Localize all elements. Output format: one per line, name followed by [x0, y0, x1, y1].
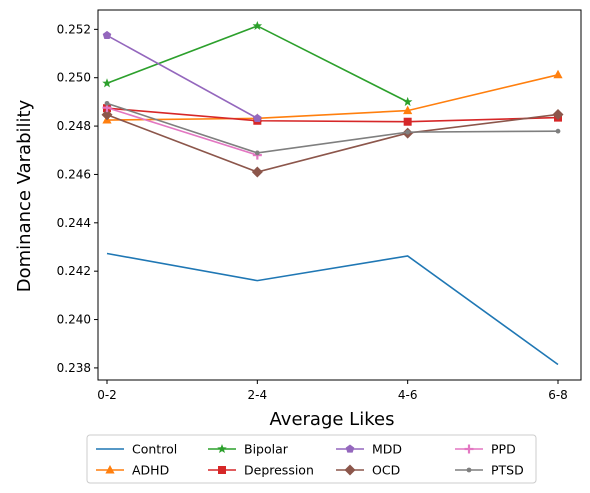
y-tick-label: 0.248 [57, 119, 91, 133]
x-tick-label: 4-6 [398, 388, 418, 402]
series-line-ptsd [106, 102, 559, 154]
series-control [106, 252, 559, 366]
data-point-ptsd [555, 128, 561, 134]
y-tick-label: 0.244 [57, 216, 91, 230]
legend: Control ADHD Bipolar Depression MDD OCD PPD PTS… [86, 434, 537, 484]
legend-label: MDD [372, 442, 402, 457]
x-tick-label: 6-8 [548, 388, 568, 402]
legend-label: ADHD [132, 463, 169, 478]
series-bipolar [102, 20, 413, 106]
legend-items: Control ADHD Bipolar Depression MDD OCD PPD PTS… [96, 442, 524, 478]
series-ptsd [104, 100, 561, 156]
legend-label: Control [132, 442, 177, 457]
legend-marker [217, 444, 227, 454]
y-tick-label: 0.250 [57, 71, 91, 85]
data-point-mdd [253, 113, 262, 122]
legend-item-ocd: OCD [336, 463, 400, 478]
y-tick-label: 0.242 [57, 264, 91, 278]
y-tick-label: 0.246 [57, 167, 91, 181]
legend-label: Depression [244, 463, 314, 478]
series-line-ocd [106, 113, 559, 173]
legend-marker [345, 444, 355, 453]
series-ocd [101, 108, 564, 178]
legend-marker [344, 464, 356, 476]
y-axis: 0.238 0.240 0.242 0.244 0.246 0.248 0.250 0.252 [57, 22, 98, 375]
data-point-adhd [553, 69, 563, 79]
y-tick-label: 0.240 [57, 313, 91, 327]
series-line-ppd [106, 106, 258, 156]
series-ppd [102, 103, 262, 160]
series-line-depression [106, 107, 559, 123]
data-point-ocd [251, 166, 263, 178]
data-point-ptsd [104, 100, 110, 106]
data-point-bipolar [402, 96, 413, 106]
plot-series [101, 20, 564, 366]
y-tick-label: 0.252 [57, 22, 91, 36]
legend-item-mdd: MDD [336, 442, 402, 457]
legend-item-control: Control [96, 442, 177, 457]
x-axis: 0-2 2-4 4-6 6-8 [97, 380, 568, 402]
legend-label: PTSD [491, 463, 524, 478]
data-point-bipolar [102, 78, 112, 88]
series-adhd [102, 69, 563, 124]
x-tick-label: 0-2 [97, 388, 117, 402]
data-point-ocd [552, 108, 564, 120]
legend-marker [218, 466, 226, 474]
data-point-ocd [101, 109, 113, 121]
data-point-bipolar [252, 20, 263, 31]
data-point-ptsd [254, 150, 260, 156]
legend-item-ptsd: PTSD [455, 463, 524, 478]
data-point-mdd [102, 30, 112, 40]
series-line-adhd [106, 74, 559, 121]
series-line-bipolar [106, 25, 409, 103]
legend-marker [466, 467, 472, 473]
legend-item-depression: Depression [208, 463, 314, 478]
x-axis-title: Average Likes [270, 409, 395, 430]
series-line-mdd [106, 34, 258, 120]
legend-label: PPD [491, 442, 516, 457]
plot-frame [97, 9, 582, 381]
data-point-ptsd [405, 129, 411, 135]
x-tick-label: 2-4 [248, 388, 268, 402]
legend-frame [86, 434, 537, 484]
series-mdd [102, 30, 262, 122]
legend-item-adhd: ADHD [96, 463, 169, 478]
legend-label: OCD [372, 463, 400, 478]
data-point-depression [403, 117, 412, 126]
legend-marker [105, 465, 115, 474]
data-point-adhd [403, 105, 413, 115]
legend-item-bipolar: Bipolar [208, 442, 289, 457]
legend-marker [464, 444, 474, 454]
legend-label: Bipolar [244, 442, 289, 457]
series-line-control [106, 252, 559, 366]
y-tick-label: 0.238 [57, 361, 91, 375]
legend-item-ppd: PPD [455, 442, 516, 457]
y-axis-title: Dominance Varability [14, 99, 35, 292]
